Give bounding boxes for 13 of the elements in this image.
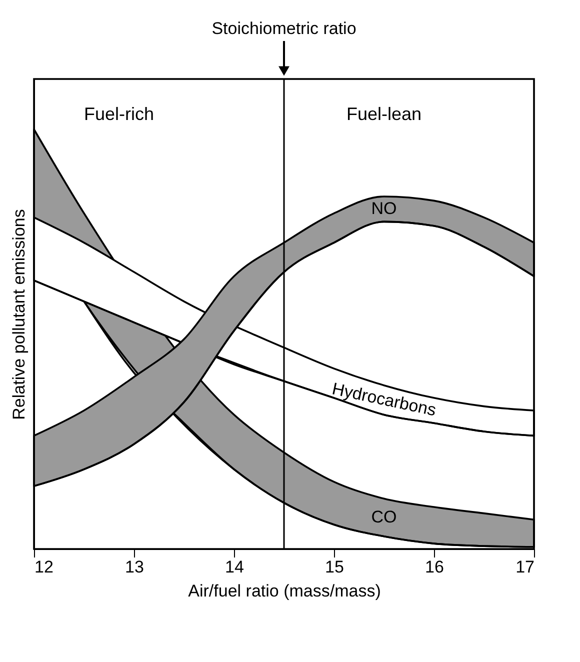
x-tick-label: 13 — [125, 558, 144, 576]
x-axis-title: Air/fuel ratio (mass/mass) — [188, 582, 381, 600]
ref-line-label: Stoichiometric ratio — [212, 19, 356, 38]
x-tick-label: 17 — [516, 558, 534, 576]
x-tick-label: 12 — [34, 558, 54, 576]
series-label: NO — [371, 199, 397, 218]
text: Fuel-rich — [84, 104, 154, 124]
x-tick-label: 14 — [225, 558, 244, 576]
text: Fuel-lean — [346, 104, 422, 124]
x-tick-label: 15 — [325, 558, 344, 576]
x-tick-label: 16 — [425, 558, 444, 576]
y-axis-title: Relative pollutant emissions — [10, 209, 28, 420]
series-label: CO — [371, 508, 397, 527]
